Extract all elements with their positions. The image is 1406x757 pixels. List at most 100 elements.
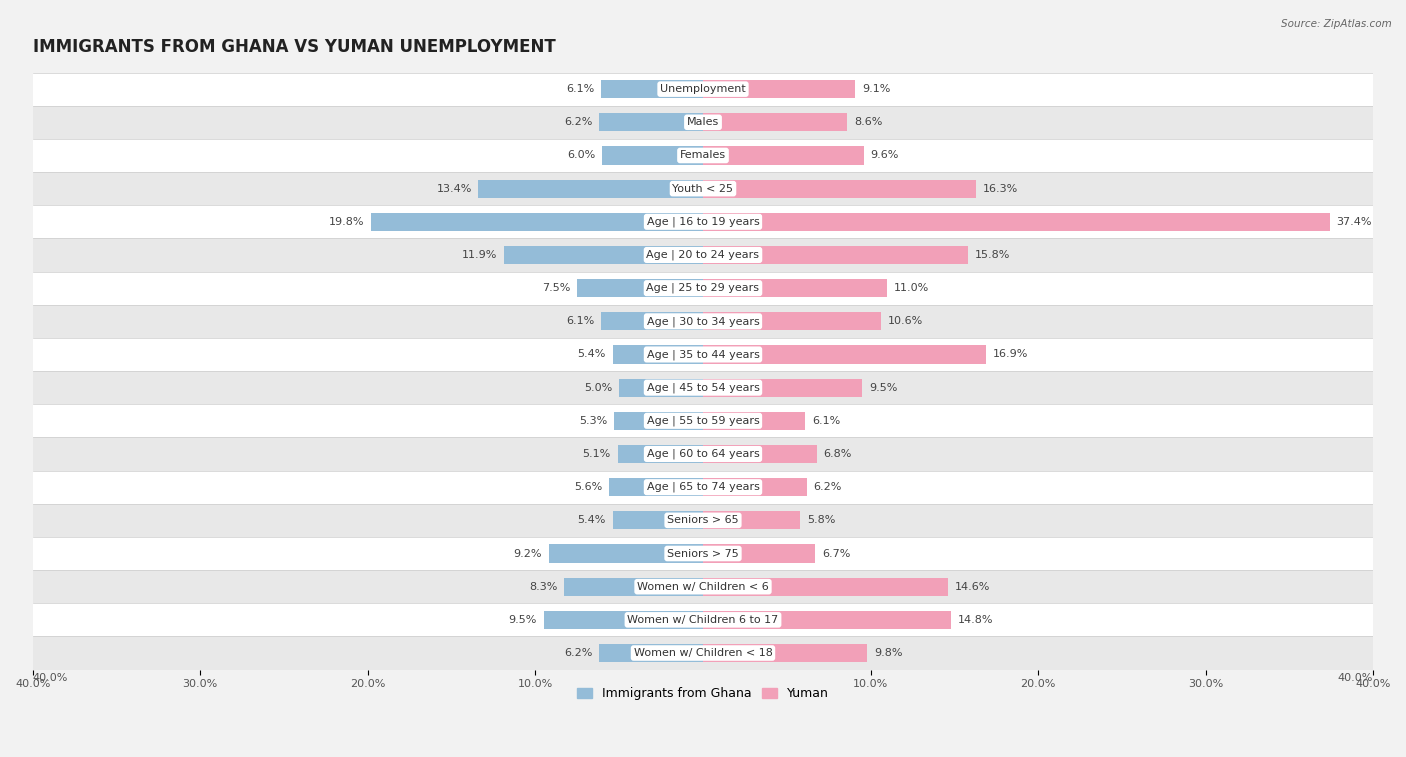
Text: Seniors > 75: Seniors > 75: [666, 549, 740, 559]
Text: 11.0%: 11.0%: [894, 283, 929, 293]
Text: 6.0%: 6.0%: [568, 151, 596, 160]
Text: 7.5%: 7.5%: [543, 283, 571, 293]
Text: 9.6%: 9.6%: [870, 151, 898, 160]
Text: Age | 60 to 64 years: Age | 60 to 64 years: [647, 449, 759, 459]
Bar: [32, 172, 1374, 205]
Text: Males: Males: [688, 117, 718, 127]
Bar: [619, 378, 703, 397]
Text: 11.9%: 11.9%: [461, 250, 496, 260]
Bar: [600, 80, 703, 98]
Text: Youth < 25: Youth < 25: [672, 184, 734, 194]
Text: 9.8%: 9.8%: [875, 648, 903, 658]
Bar: [32, 272, 1374, 305]
Bar: [599, 114, 703, 132]
Bar: [32, 570, 1374, 603]
Bar: [602, 146, 703, 164]
Text: Females: Females: [681, 151, 725, 160]
Bar: [703, 544, 815, 562]
Bar: [32, 139, 1374, 172]
Bar: [614, 412, 703, 430]
Bar: [32, 637, 1374, 670]
Bar: [613, 511, 703, 529]
Text: 5.6%: 5.6%: [574, 482, 602, 492]
Bar: [548, 544, 703, 562]
Text: 19.8%: 19.8%: [329, 217, 364, 227]
Text: Age | 25 to 29 years: Age | 25 to 29 years: [647, 283, 759, 294]
Text: 6.2%: 6.2%: [564, 117, 592, 127]
Text: 5.4%: 5.4%: [578, 350, 606, 360]
Text: 5.8%: 5.8%: [807, 516, 835, 525]
Bar: [578, 279, 703, 298]
Text: Women w/ Children < 6: Women w/ Children < 6: [637, 581, 769, 592]
Bar: [32, 537, 1374, 570]
Bar: [703, 378, 862, 397]
Text: 8.6%: 8.6%: [853, 117, 882, 127]
Bar: [703, 114, 848, 132]
Bar: [703, 511, 800, 529]
Text: Age | 65 to 74 years: Age | 65 to 74 years: [647, 482, 759, 492]
Text: Source: ZipAtlas.com: Source: ZipAtlas.com: [1281, 19, 1392, 29]
Bar: [32, 338, 1374, 371]
Text: Age | 45 to 54 years: Age | 45 to 54 years: [647, 382, 759, 393]
Bar: [703, 611, 950, 629]
Text: 9.2%: 9.2%: [513, 549, 543, 559]
Text: 8.3%: 8.3%: [529, 581, 557, 592]
Bar: [32, 73, 1374, 106]
Bar: [703, 478, 807, 497]
Text: 6.1%: 6.1%: [811, 416, 841, 426]
Text: 5.1%: 5.1%: [582, 449, 610, 459]
Bar: [703, 312, 880, 331]
Bar: [609, 478, 703, 497]
Text: 37.4%: 37.4%: [1337, 217, 1372, 227]
Bar: [703, 279, 887, 298]
Text: 5.3%: 5.3%: [579, 416, 607, 426]
Text: Women w/ Children 6 to 17: Women w/ Children 6 to 17: [627, 615, 779, 625]
Bar: [32, 471, 1374, 503]
Bar: [371, 213, 703, 231]
Text: 6.2%: 6.2%: [814, 482, 842, 492]
Text: 16.3%: 16.3%: [983, 184, 1018, 194]
Text: 16.9%: 16.9%: [993, 350, 1028, 360]
Text: 6.1%: 6.1%: [565, 316, 595, 326]
Text: Age | 35 to 44 years: Age | 35 to 44 years: [647, 349, 759, 360]
Bar: [32, 106, 1374, 139]
Bar: [32, 404, 1374, 438]
Bar: [703, 445, 817, 463]
Text: 40.0%: 40.0%: [1339, 673, 1374, 683]
Text: 5.0%: 5.0%: [585, 382, 613, 393]
Text: 13.4%: 13.4%: [436, 184, 472, 194]
Bar: [478, 179, 703, 198]
Bar: [599, 644, 703, 662]
Text: 6.2%: 6.2%: [564, 648, 592, 658]
Bar: [703, 578, 948, 596]
Bar: [32, 371, 1374, 404]
Bar: [703, 179, 976, 198]
Bar: [564, 578, 703, 596]
Text: 15.8%: 15.8%: [974, 250, 1010, 260]
Bar: [32, 438, 1374, 471]
Text: 14.6%: 14.6%: [955, 581, 990, 592]
Bar: [32, 503, 1374, 537]
Text: Age | 30 to 34 years: Age | 30 to 34 years: [647, 316, 759, 326]
Bar: [617, 445, 703, 463]
Bar: [32, 238, 1374, 272]
Bar: [32, 305, 1374, 338]
Text: IMMIGRANTS FROM GHANA VS YUMAN UNEMPLOYMENT: IMMIGRANTS FROM GHANA VS YUMAN UNEMPLOYM…: [32, 38, 555, 56]
Text: 9.5%: 9.5%: [869, 382, 897, 393]
Text: 6.1%: 6.1%: [565, 84, 595, 94]
Bar: [703, 146, 863, 164]
Bar: [703, 80, 855, 98]
Bar: [703, 213, 1330, 231]
Text: Age | 55 to 59 years: Age | 55 to 59 years: [647, 416, 759, 426]
Bar: [703, 644, 868, 662]
Bar: [32, 603, 1374, 637]
Bar: [703, 246, 967, 264]
Text: 6.8%: 6.8%: [824, 449, 852, 459]
Text: Age | 20 to 24 years: Age | 20 to 24 years: [647, 250, 759, 260]
Text: 5.4%: 5.4%: [578, 516, 606, 525]
Text: Seniors > 65: Seniors > 65: [668, 516, 738, 525]
Text: Unemployment: Unemployment: [661, 84, 745, 94]
Text: 10.6%: 10.6%: [887, 316, 922, 326]
Bar: [32, 205, 1374, 238]
Bar: [503, 246, 703, 264]
